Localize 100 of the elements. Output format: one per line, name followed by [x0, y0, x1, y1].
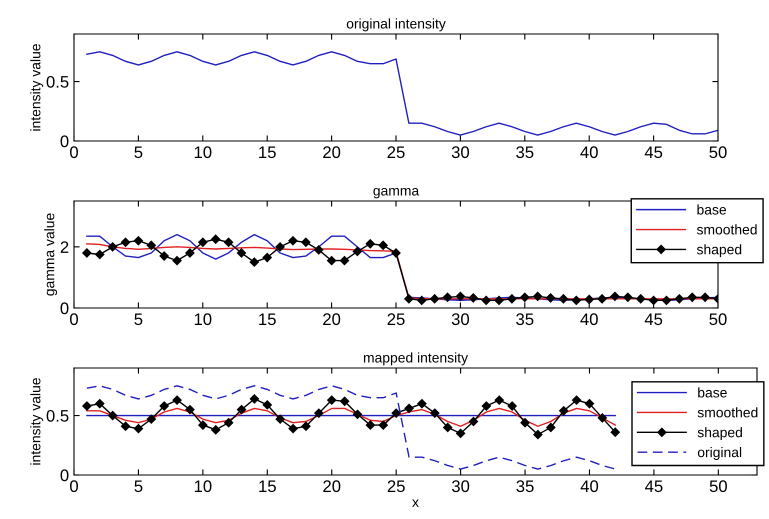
- point: [340, 256, 350, 266]
- point: [198, 238, 208, 247]
- point: [636, 294, 646, 304]
- point: [610, 292, 620, 302]
- x-tick-label: 30: [452, 313, 470, 326]
- point: [275, 242, 285, 252]
- point: [224, 418, 234, 428]
- y-axis-title: intensity value: [30, 44, 44, 131]
- point: [146, 414, 156, 424]
- legend-label: shaped: [696, 244, 742, 258]
- point: [172, 256, 182, 266]
- point: [584, 399, 594, 408]
- point: [108, 410, 118, 420]
- legend-label: original: [698, 447, 742, 460]
- x-tick-label: 45: [644, 313, 662, 326]
- chart-title: original intensity: [346, 18, 446, 32]
- x-tick-label: 35: [516, 313, 534, 326]
- x-tick-label: 0: [70, 480, 78, 492]
- point: [482, 401, 491, 411]
- point: [134, 424, 144, 434]
- x-tick-label: 5: [134, 313, 142, 326]
- point: [120, 238, 130, 247]
- chart-title: gamma: [373, 188, 420, 198]
- point: [468, 293, 478, 303]
- y-tick-label: 0: [60, 469, 68, 482]
- x-tick-label: 15: [259, 480, 276, 492]
- point: [82, 248, 92, 258]
- point: [391, 248, 401, 258]
- point: [597, 294, 607, 304]
- point: [404, 404, 414, 414]
- point: [674, 294, 684, 304]
- y-axis-title: gamma value: [44, 213, 58, 296]
- line-series: [86, 51, 718, 136]
- point: [584, 294, 594, 304]
- point: [623, 292, 632, 302]
- x-tick-label: 10: [194, 313, 212, 326]
- x-tick-label: 5: [134, 480, 142, 492]
- x-tick-label: 0: [70, 146, 78, 158]
- x-tick-label: 25: [388, 313, 405, 326]
- point: [120, 422, 130, 431]
- x-tick-label: 50: [709, 146, 727, 158]
- x-tick-label: 50: [709, 313, 727, 326]
- point: [392, 408, 401, 418]
- x-tick-label: 35: [516, 146, 534, 158]
- x-tick-label: 50: [710, 480, 727, 492]
- y-tick-label: 0.5: [46, 410, 68, 422]
- x-tick-label: 20: [323, 146, 340, 158]
- point: [417, 399, 427, 408]
- x-tick-label: 30: [452, 146, 470, 158]
- legend-label: shaped: [698, 427, 742, 440]
- point: [456, 292, 466, 302]
- point: [301, 422, 311, 431]
- point: [598, 413, 607, 423]
- point: [494, 296, 504, 305]
- point: [430, 408, 440, 418]
- x-tick-label: 25: [388, 480, 405, 492]
- point: [352, 410, 362, 419]
- point: [288, 236, 298, 246]
- y-axis-title: intensity value: [30, 378, 44, 465]
- point: [700, 292, 710, 302]
- chart-title: mapped intensity: [364, 352, 468, 366]
- x-tick-label: 5: [134, 146, 142, 158]
- point: [185, 404, 195, 414]
- point: [250, 394, 260, 404]
- x-tick-label: 40: [580, 313, 598, 326]
- point: [95, 399, 104, 408]
- point: [366, 420, 376, 430]
- point: [134, 236, 144, 246]
- point: [327, 395, 336, 405]
- y-tick-label: 0: [60, 135, 68, 148]
- point: [494, 395, 504, 405]
- point: [160, 401, 169, 411]
- x-axis-title: x: [412, 500, 419, 507]
- x-tick-label: 10: [194, 480, 212, 492]
- point: [456, 428, 466, 438]
- x-tick-label: 15: [259, 146, 276, 158]
- legend-label: base: [698, 387, 727, 398]
- x-tick-label: 35: [516, 480, 534, 492]
- point: [172, 395, 182, 405]
- point: [508, 401, 517, 411]
- point: [648, 296, 658, 305]
- point: [404, 294, 414, 304]
- point: [314, 408, 324, 418]
- point: [108, 242, 118, 252]
- point: [533, 430, 543, 440]
- point: [559, 406, 568, 416]
- point: [211, 425, 220, 434]
- y-tick-label: 0: [60, 302, 68, 314]
- point: [314, 245, 324, 255]
- point: [288, 424, 298, 434]
- legend-label: base: [697, 204, 726, 215]
- point: [366, 239, 375, 248]
- point: [546, 422, 556, 432]
- point: [276, 414, 285, 424]
- line-series: [86, 385, 616, 470]
- point: [507, 294, 517, 304]
- x-tick-label: 15: [259, 313, 276, 326]
- point: [160, 251, 169, 261]
- point: [482, 296, 491, 305]
- point: [662, 296, 672, 305]
